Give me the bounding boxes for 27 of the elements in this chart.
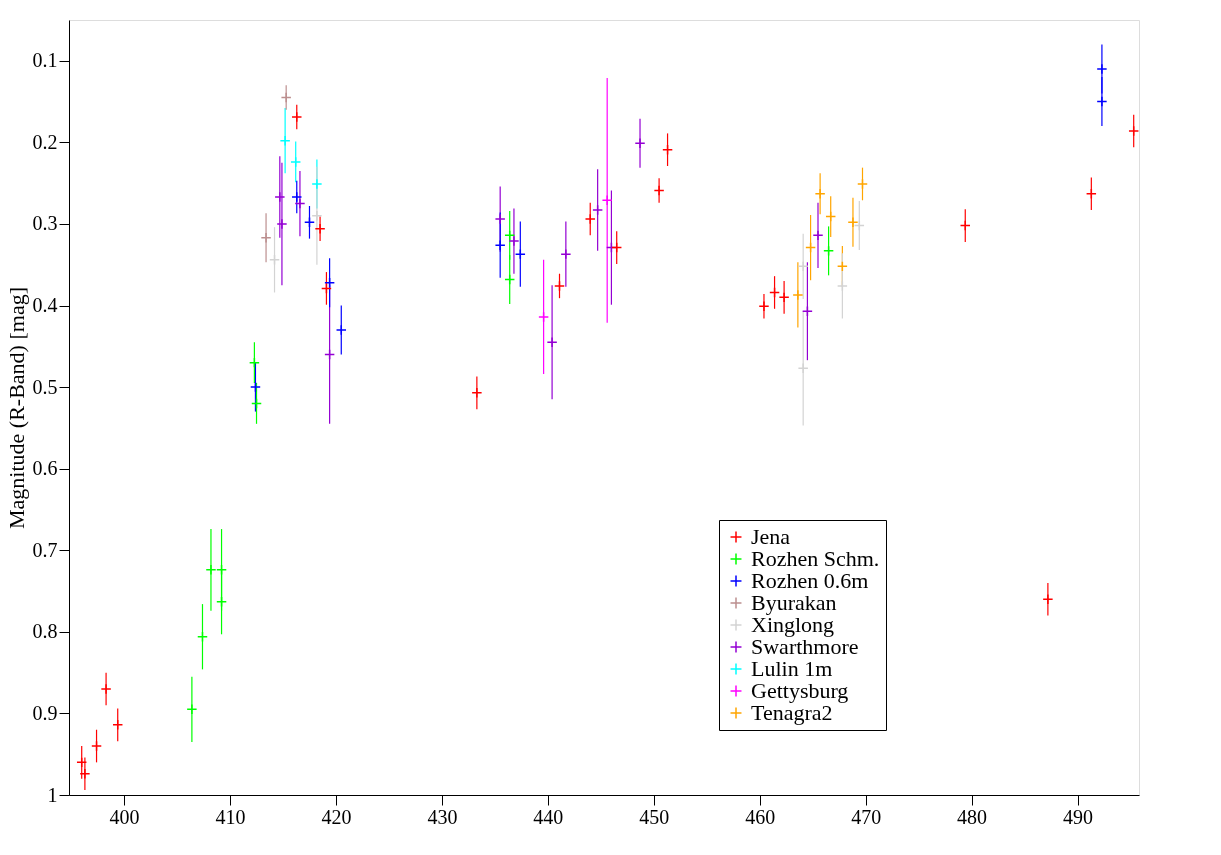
x-tick-label: 430 [427,805,458,828]
x-tick-label: 490 [1063,805,1094,828]
x-tick-label: 420 [321,805,352,828]
legend-label: Byurakan [751,590,837,615]
y-tick-label: 0.3 [32,212,58,235]
y-tick-label: 0.1 [32,49,58,72]
x-tick-label: 450 [639,805,670,828]
y-tick-label: 0.6 [32,457,58,480]
y-tick-label: 1 [47,783,58,806]
y-tick-label: 0.4 [32,294,58,317]
y-tick-label: 0.8 [32,620,58,643]
legend-label: Rozhen Schm. [751,546,880,571]
y-tick-label: 0.5 [32,375,58,398]
y-axis-title: Magnitude (R-Band) [mag] [3,287,29,529]
x-tick-label: 400 [109,805,140,828]
y-tick-label: 0.9 [32,701,58,724]
legend-label: Lulin 1m [751,656,833,681]
x-tick-label: 440 [533,805,564,828]
x-tick-label: 480 [957,805,988,828]
x-tick-label: 460 [745,805,776,828]
x-tick-label: 410 [215,805,246,828]
y-tick-label: 0.2 [32,130,58,153]
legend-label: Jena [751,524,791,549]
y-tick-label: 0.7 [32,538,58,561]
x-tick-label: 470 [851,805,882,828]
legend-label: Rozhen 0.6m [751,568,869,593]
legend-label: Gettysburg [751,678,849,703]
